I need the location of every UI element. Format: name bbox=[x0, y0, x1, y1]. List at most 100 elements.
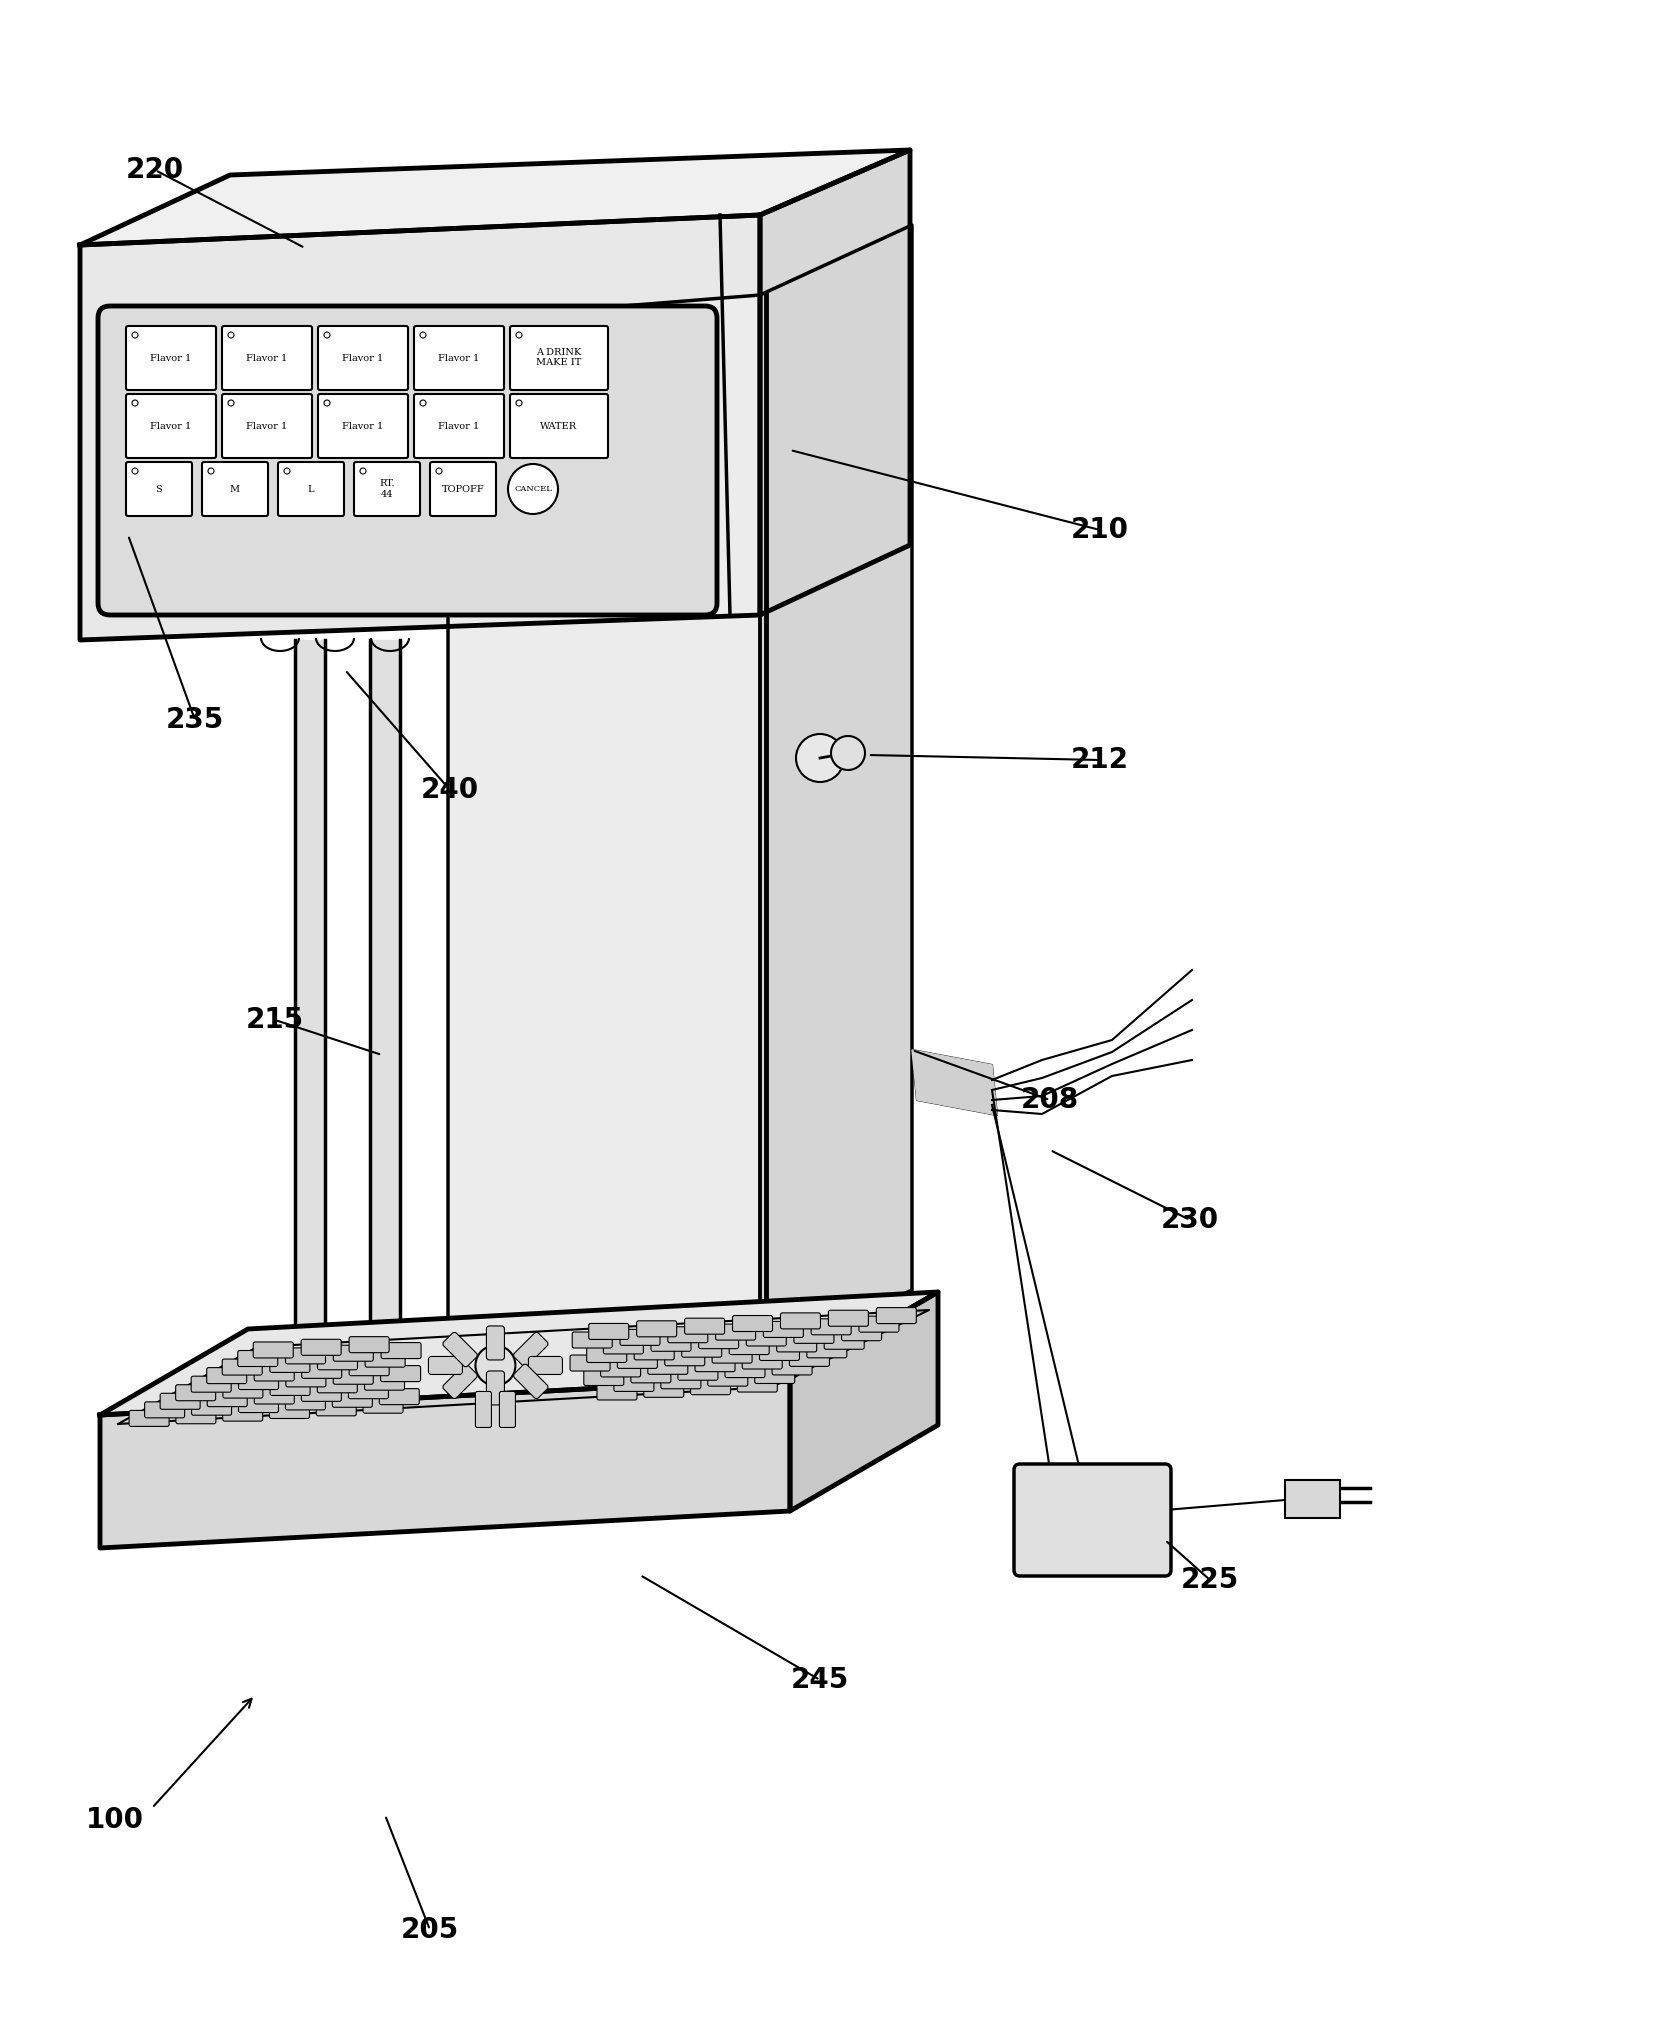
FancyBboxPatch shape bbox=[365, 1352, 405, 1366]
FancyBboxPatch shape bbox=[269, 1380, 310, 1395]
FancyBboxPatch shape bbox=[125, 326, 216, 391]
FancyBboxPatch shape bbox=[223, 395, 311, 458]
FancyBboxPatch shape bbox=[442, 1364, 477, 1399]
FancyBboxPatch shape bbox=[284, 1395, 325, 1409]
FancyBboxPatch shape bbox=[631, 1366, 671, 1382]
FancyBboxPatch shape bbox=[286, 1348, 325, 1364]
FancyBboxPatch shape bbox=[333, 1368, 373, 1384]
FancyBboxPatch shape bbox=[191, 1399, 231, 1415]
FancyBboxPatch shape bbox=[724, 1362, 765, 1378]
FancyBboxPatch shape bbox=[664, 1350, 704, 1366]
FancyBboxPatch shape bbox=[350, 1338, 388, 1352]
FancyBboxPatch shape bbox=[475, 1391, 492, 1427]
Bar bbox=[1285, 1480, 1338, 1519]
FancyBboxPatch shape bbox=[129, 1411, 169, 1427]
FancyBboxPatch shape bbox=[238, 1374, 278, 1389]
FancyBboxPatch shape bbox=[380, 1366, 420, 1382]
FancyBboxPatch shape bbox=[301, 1340, 341, 1356]
FancyBboxPatch shape bbox=[746, 1330, 786, 1346]
FancyBboxPatch shape bbox=[176, 1407, 216, 1423]
FancyBboxPatch shape bbox=[413, 395, 504, 458]
FancyBboxPatch shape bbox=[842, 1325, 882, 1342]
FancyBboxPatch shape bbox=[363, 1397, 403, 1413]
FancyBboxPatch shape bbox=[510, 326, 607, 391]
FancyBboxPatch shape bbox=[350, 1360, 388, 1376]
Text: Flavor 1: Flavor 1 bbox=[246, 421, 288, 430]
FancyBboxPatch shape bbox=[238, 1350, 278, 1366]
FancyBboxPatch shape bbox=[318, 326, 408, 391]
FancyBboxPatch shape bbox=[780, 1313, 820, 1330]
FancyBboxPatch shape bbox=[254, 1364, 294, 1380]
FancyBboxPatch shape bbox=[678, 1364, 718, 1380]
Polygon shape bbox=[100, 1293, 937, 1415]
FancyBboxPatch shape bbox=[278, 462, 343, 515]
FancyBboxPatch shape bbox=[790, 1350, 828, 1366]
FancyBboxPatch shape bbox=[253, 1342, 293, 1358]
FancyBboxPatch shape bbox=[714, 1323, 755, 1340]
FancyBboxPatch shape bbox=[301, 1362, 341, 1378]
Text: A DRINK: A DRINK bbox=[535, 348, 581, 356]
FancyBboxPatch shape bbox=[619, 1330, 659, 1346]
FancyBboxPatch shape bbox=[161, 1393, 201, 1409]
Text: CANCEL: CANCEL bbox=[514, 485, 552, 493]
Polygon shape bbox=[80, 151, 910, 244]
FancyBboxPatch shape bbox=[223, 1382, 263, 1399]
FancyBboxPatch shape bbox=[602, 1338, 642, 1354]
FancyBboxPatch shape bbox=[430, 462, 495, 515]
Text: 212: 212 bbox=[1071, 745, 1128, 774]
FancyBboxPatch shape bbox=[572, 1332, 612, 1348]
FancyBboxPatch shape bbox=[333, 1346, 373, 1362]
FancyBboxPatch shape bbox=[771, 1358, 811, 1374]
FancyBboxPatch shape bbox=[597, 1384, 637, 1401]
FancyBboxPatch shape bbox=[202, 462, 268, 515]
FancyBboxPatch shape bbox=[510, 395, 607, 458]
Circle shape bbox=[796, 735, 843, 782]
FancyBboxPatch shape bbox=[733, 1315, 771, 1332]
FancyBboxPatch shape bbox=[125, 462, 192, 515]
FancyBboxPatch shape bbox=[570, 1356, 609, 1370]
Polygon shape bbox=[912, 1051, 997, 1116]
FancyBboxPatch shape bbox=[586, 1346, 626, 1362]
Text: TOPOFF: TOPOFF bbox=[442, 485, 483, 493]
FancyBboxPatch shape bbox=[223, 1405, 263, 1421]
FancyBboxPatch shape bbox=[736, 1376, 776, 1393]
FancyBboxPatch shape bbox=[668, 1327, 708, 1342]
FancyBboxPatch shape bbox=[711, 1348, 751, 1364]
FancyBboxPatch shape bbox=[634, 1344, 674, 1360]
FancyBboxPatch shape bbox=[413, 326, 504, 391]
FancyBboxPatch shape bbox=[875, 1307, 915, 1323]
FancyBboxPatch shape bbox=[99, 305, 716, 615]
FancyBboxPatch shape bbox=[651, 1336, 691, 1352]
Text: 240: 240 bbox=[420, 776, 478, 804]
FancyBboxPatch shape bbox=[318, 1354, 358, 1370]
Text: 100: 100 bbox=[85, 1806, 144, 1834]
FancyBboxPatch shape bbox=[644, 1380, 683, 1397]
FancyBboxPatch shape bbox=[318, 395, 408, 458]
Polygon shape bbox=[80, 216, 760, 639]
FancyBboxPatch shape bbox=[708, 1370, 748, 1387]
FancyBboxPatch shape bbox=[694, 1356, 734, 1372]
Text: 215: 215 bbox=[246, 1006, 304, 1034]
FancyBboxPatch shape bbox=[254, 1389, 294, 1405]
FancyBboxPatch shape bbox=[858, 1315, 898, 1332]
FancyBboxPatch shape bbox=[318, 1376, 356, 1393]
FancyBboxPatch shape bbox=[269, 1403, 310, 1419]
FancyBboxPatch shape bbox=[487, 1325, 504, 1360]
FancyBboxPatch shape bbox=[636, 1321, 676, 1338]
FancyBboxPatch shape bbox=[647, 1358, 688, 1374]
FancyBboxPatch shape bbox=[348, 1382, 388, 1399]
FancyBboxPatch shape bbox=[353, 462, 420, 515]
FancyBboxPatch shape bbox=[760, 1344, 800, 1360]
Polygon shape bbox=[760, 151, 910, 615]
FancyBboxPatch shape bbox=[191, 1376, 231, 1393]
FancyBboxPatch shape bbox=[755, 1368, 795, 1384]
FancyBboxPatch shape bbox=[698, 1334, 738, 1348]
FancyBboxPatch shape bbox=[617, 1352, 657, 1368]
FancyBboxPatch shape bbox=[514, 1364, 547, 1399]
Text: Flavor 1: Flavor 1 bbox=[438, 421, 480, 430]
FancyBboxPatch shape bbox=[442, 1332, 477, 1366]
FancyBboxPatch shape bbox=[499, 1391, 515, 1427]
FancyBboxPatch shape bbox=[207, 1391, 248, 1407]
FancyBboxPatch shape bbox=[691, 1378, 729, 1395]
Text: Flavor 1: Flavor 1 bbox=[343, 354, 383, 362]
